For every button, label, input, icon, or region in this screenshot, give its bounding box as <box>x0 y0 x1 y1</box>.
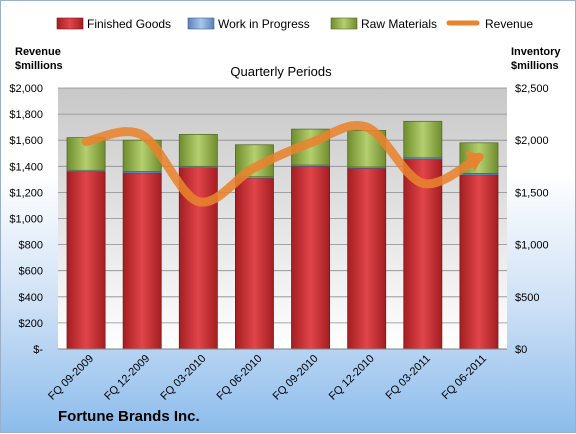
legend: Finished Goods Work in Progress Raw Mate… <box>56 17 533 31</box>
legend-label-work-in-progress: Work in Progress <box>218 17 310 31</box>
legend-swatch-raw-materials <box>330 17 358 30</box>
x-axis-ticks: FQ 09-2009 FQ 12-2009 FQ 03-2010 FQ 06-2010… <box>46 353 489 403</box>
right-axis-ticks: $0 $500 $1,000 $1,500 $2,000 $2,500 <box>515 83 549 356</box>
right-tick-label: $1,000 <box>515 240 549 252</box>
left-tick-label: $1,400 <box>9 161 43 173</box>
revenue-point <box>142 134 143 135</box>
bar-finished-goods <box>122 172 162 350</box>
revenue-point <box>310 142 311 143</box>
left-tick-label: $200 <box>19 318 43 330</box>
legend-label-revenue: Revenue <box>485 17 533 31</box>
left-tick-label: $2,000 <box>9 83 43 95</box>
left-tick-label: $1,800 <box>9 109 43 121</box>
revenue-point <box>198 201 199 202</box>
revenue-point <box>422 183 423 184</box>
revenue-line <box>81 121 485 207</box>
x-tick-label: FQ 06-2011 <box>440 353 489 402</box>
x-tick-label: FQ 12-2010 <box>327 353 377 403</box>
revenue-point <box>254 167 255 168</box>
left-axis-title-line2: $millions <box>15 60 63 72</box>
x-tick-label: FQ 09-2010 <box>271 353 321 403</box>
right-tick-label: $2,500 <box>515 83 549 95</box>
revenue-arrowhead <box>465 151 485 172</box>
right-tick-label: $1,500 <box>515 187 549 199</box>
bar-finished-goods <box>291 165 330 350</box>
revenue-point <box>366 127 367 128</box>
x-tick-label: FQ 06-2010 <box>215 353 265 403</box>
left-tick-label: $1,600 <box>9 135 43 147</box>
left-tick-label: $600 <box>19 266 43 278</box>
bar-raw-materials <box>178 133 218 167</box>
x-tick-label: FQ 12-2009 <box>102 353 152 403</box>
legend-swatch-finished-goods <box>56 17 84 30</box>
legend-swatch-work-in-progress <box>187 17 215 30</box>
bar-finished-goods <box>66 171 106 350</box>
left-axis-ticks: $- $200 $400 $600 $800 $1,000 $1,200 $1,400 $1,6… <box>9 83 43 356</box>
bar-raw-materials <box>403 120 443 159</box>
left-axis-title-line1: Revenue <box>15 46 61 58</box>
right-tick-label: $500 <box>515 292 539 304</box>
right-axis-title-line1: Inventory <box>511 46 561 58</box>
bar-finished-goods <box>459 174 499 350</box>
bar-finished-goods <box>347 167 387 350</box>
x-tick-label: FQ 03-2010 <box>158 353 208 403</box>
x-tick-label: FQ 03-2011 <box>384 353 433 402</box>
right-tick-label: $2,000 <box>515 135 549 147</box>
right-axis-title-line2: $millions <box>511 60 559 72</box>
left-tick-label: $400 <box>19 292 43 304</box>
bars <box>66 120 499 350</box>
revenue-point <box>86 141 87 142</box>
left-tick-label: $1,000 <box>9 214 43 226</box>
legend-label-finished-goods: Finished Goods <box>87 17 171 31</box>
legend-label-raw-materials: Raw Materials <box>361 17 437 31</box>
bar-finished-goods <box>235 177 274 350</box>
plot-subtitle: Quarterly Periods <box>230 64 332 79</box>
left-tick-label: $- <box>33 344 43 356</box>
left-tick-label: $800 <box>19 240 43 252</box>
revenue-series-line <box>81 121 484 207</box>
company-name: Fortune Brands Inc. <box>58 408 200 425</box>
bar-finished-goods <box>403 158 443 350</box>
x-tick-label: FQ 09-2009 <box>46 353 96 403</box>
right-tick-label: $0 <box>515 344 527 356</box>
left-tick-label: $1,200 <box>9 187 43 199</box>
